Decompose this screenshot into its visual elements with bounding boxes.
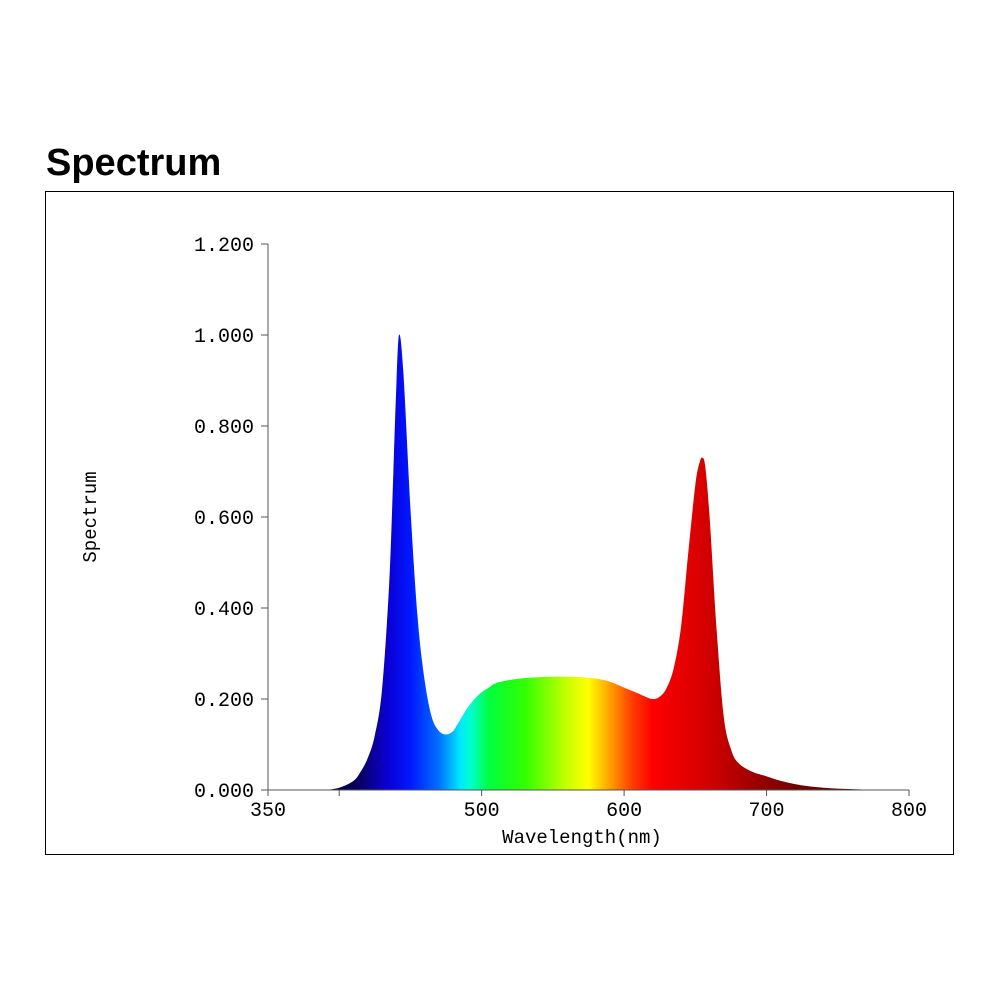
y-tick-label: 0.600 xyxy=(194,508,254,531)
page-title: Spectrum xyxy=(46,142,222,184)
spectrum-area-series-0 xyxy=(325,334,895,790)
chart-frame xyxy=(45,191,954,855)
y-axis-label: Spectrum xyxy=(80,471,102,562)
x-tick-label: 700 xyxy=(749,800,785,823)
x-axis-label: Wavelength(nm) xyxy=(502,827,662,849)
x-tick-label: 350 xyxy=(250,800,286,823)
y-tick-label: 1.200 xyxy=(194,235,254,258)
y-tick-label: 0.000 xyxy=(194,781,254,804)
y-tick-label: 1.000 xyxy=(194,326,254,349)
y-tick-label: 0.800 xyxy=(194,417,254,440)
x-tick-label: 600 xyxy=(606,800,642,823)
y-tick-label: 0.200 xyxy=(194,690,254,713)
y-tick-label: 0.400 xyxy=(194,599,254,622)
x-tick-label: 800 xyxy=(891,800,927,823)
x-tick-label: 500 xyxy=(464,800,500,823)
